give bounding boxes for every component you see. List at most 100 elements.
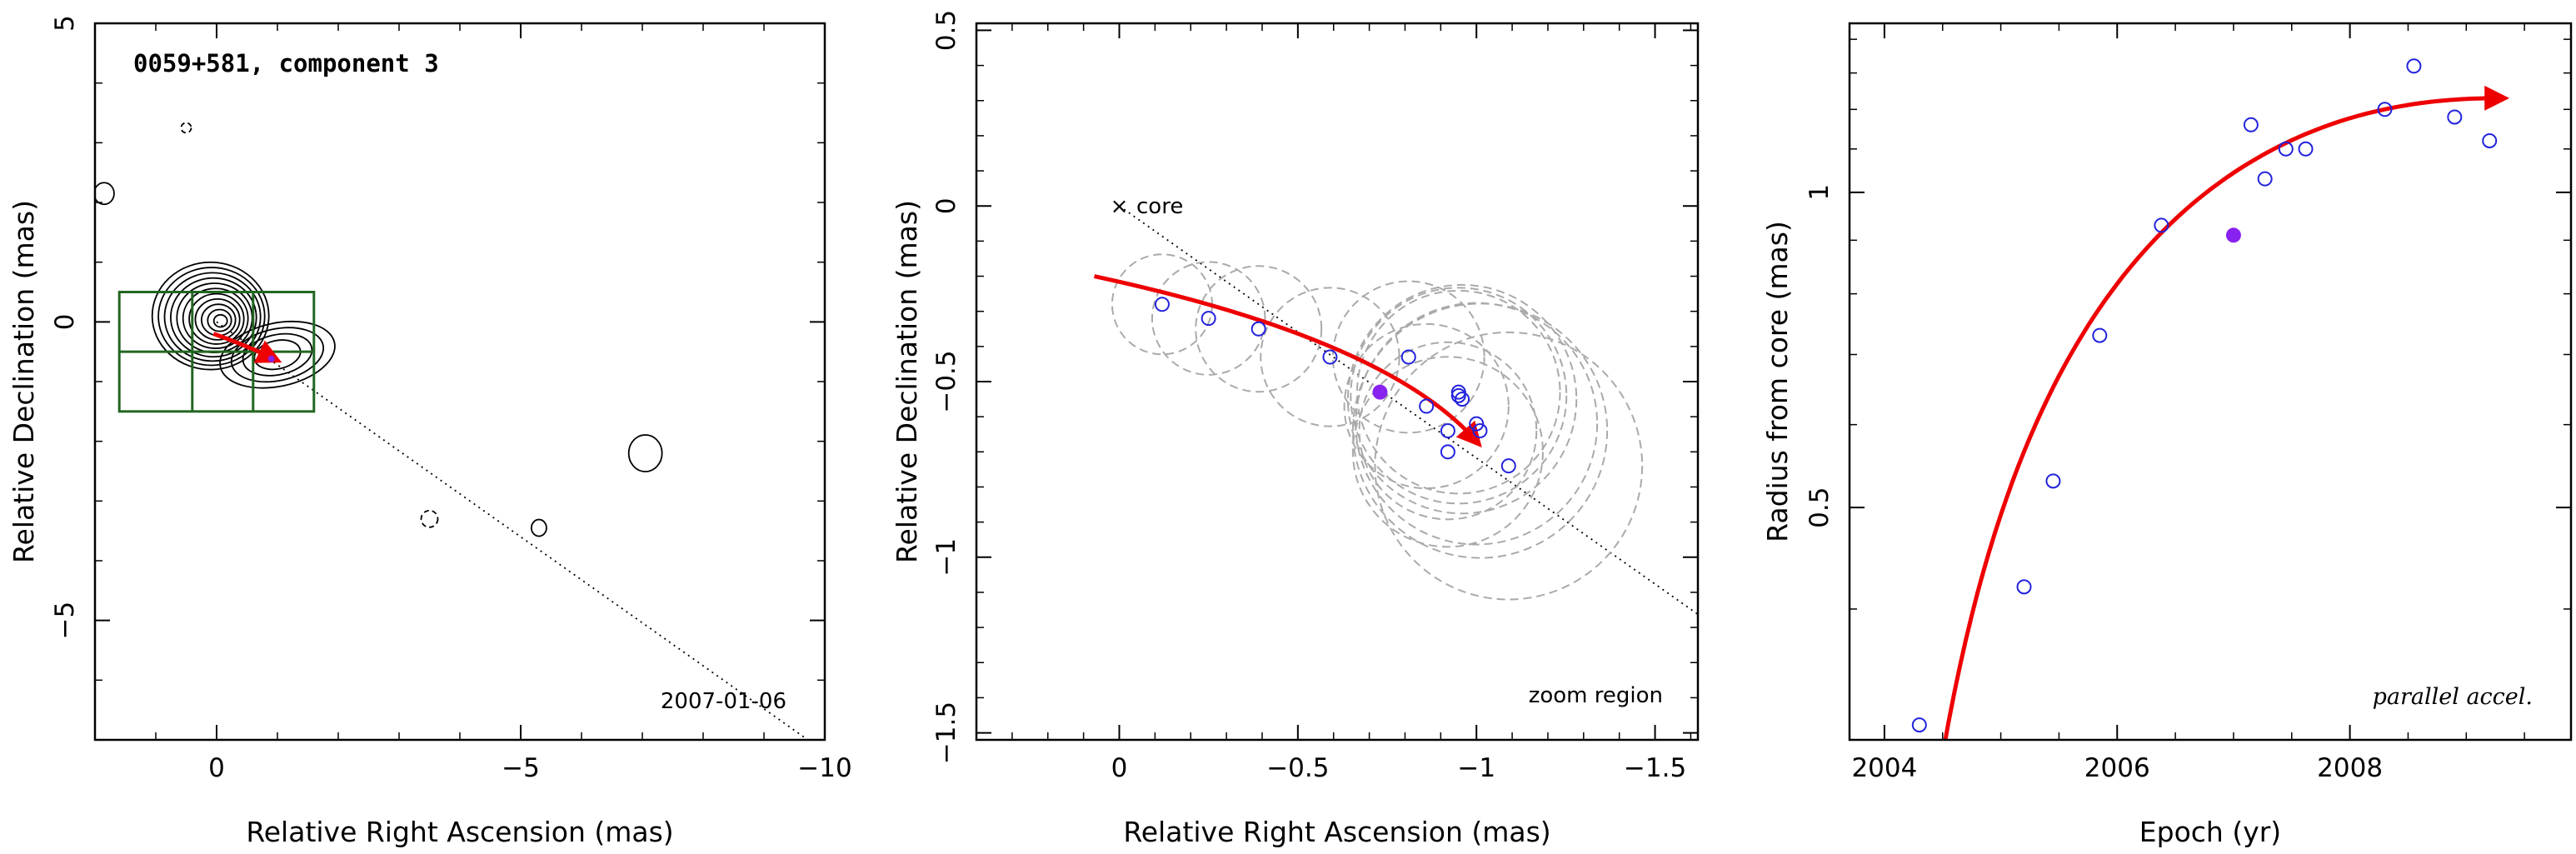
contour	[253, 339, 302, 371]
zoom-region-label: zoom region	[1529, 683, 1663, 708]
uncertainty-circle	[1356, 289, 1561, 495]
y-tick-label: −5	[50, 602, 80, 640]
data-point	[1500, 458, 1516, 474]
panel-radius-epoch: 2004 2006 2008 0.5 1 parallel accel. Epoch (…	[1761, 22, 2573, 848]
data-point	[1201, 311, 1216, 327]
data-point	[1911, 717, 1927, 733]
x-tick-label: −5	[502, 753, 540, 783]
x-tick-label: 2004	[1851, 753, 1917, 783]
contour	[207, 308, 232, 332]
x-tick-label: −10	[797, 753, 851, 783]
y-tick-label: 0	[50, 313, 80, 330]
date-label: 2007-01-06	[661, 689, 786, 714]
plot-frame	[93, 22, 826, 742]
uncertainty-circle	[1374, 331, 1644, 601]
data-point	[1400, 349, 1416, 365]
data-point	[1472, 423, 1488, 439]
y-tick-label: 1	[1805, 184, 1835, 201]
data-point	[2016, 579, 2032, 595]
panel-zoom-region: × 0 −0.5 −1 −1.5 0.5 0 −0.5 −1 −1.5 core zoom re…	[891, 10, 1700, 848]
contour	[194, 297, 241, 341]
data-point	[2447, 109, 2463, 125]
data-point	[1450, 384, 1466, 400]
y-axis-title: Relative Declination (mas)	[7, 200, 40, 563]
data-point	[2092, 327, 2108, 343]
data-point	[1440, 444, 1455, 460]
data-point	[2243, 117, 2259, 132]
contour	[230, 327, 325, 383]
x-tick-label: −1.5	[1624, 753, 1686, 783]
contour	[157, 267, 266, 367]
x-axis-title: Relative Right Ascension (mas)	[1123, 816, 1550, 848]
chart-title: 0059+581, component 3	[133, 49, 439, 77]
contour-blob	[531, 518, 547, 537]
y-axis-title: Relative Declination (mas)	[891, 200, 923, 563]
uncertainty-circle	[1346, 283, 1578, 515]
highlight-point	[2225, 227, 2241, 243]
plot-frame	[1848, 22, 2573, 742]
y-tick-label: 0	[931, 197, 961, 214]
x-axis-title: Relative Right Ascension (mas)	[246, 816, 673, 848]
y-tick-label: 0.5	[1805, 487, 1835, 528]
data-point	[2482, 132, 2498, 148]
contour	[182, 287, 249, 349]
y-tick-label: 0.5	[931, 10, 961, 51]
y-tick-label: −1.5	[931, 702, 961, 764]
uncertainty-circle	[1195, 265, 1323, 393]
core-marker: ×	[1111, 194, 1129, 219]
data-point	[1419, 398, 1435, 414]
contour	[163, 272, 262, 362]
core-label: core	[1136, 194, 1183, 219]
contour	[188, 292, 245, 345]
contour	[212, 313, 228, 328]
data-point	[1455, 392, 1470, 407]
highlight-point	[267, 355, 275, 362]
x-tick-label: 2006	[2084, 753, 2150, 783]
contour-layer	[95, 122, 663, 537]
y-axis-title: Radius from core (mas)	[1761, 221, 1794, 542]
data-point	[1322, 349, 1338, 365]
x-tick-label: 2008	[2317, 753, 2383, 783]
contour	[151, 261, 270, 371]
data-point	[2377, 102, 2393, 117]
uncertainty-circle	[1355, 302, 1599, 546]
data-point	[2257, 171, 2273, 187]
y-tick-label: 5	[50, 15, 80, 32]
contour-blob	[180, 122, 192, 134]
data-point	[1440, 423, 1455, 439]
data-point	[2154, 217, 2169, 233]
parallel-accel-label: parallel accel.	[2373, 684, 2533, 710]
data-point	[1469, 416, 1485, 432]
data-point	[2278, 141, 2294, 157]
uncertainty-circle	[1351, 356, 1544, 548]
uncertainty-circle	[1151, 261, 1266, 376]
fit-curve	[1943, 85, 2510, 740]
plot-frame	[975, 22, 1700, 742]
uncertainty-circle	[1331, 280, 1485, 434]
data-point	[1154, 297, 1170, 312]
uncertainty-circle	[1350, 287, 1568, 505]
data-point	[2045, 473, 2061, 489]
uncertainty-circle	[1358, 341, 1538, 521]
uncertainty-circle	[1343, 322, 1510, 490]
contour-blob	[95, 182, 115, 206]
data-point	[2406, 58, 2422, 74]
contour	[169, 277, 257, 358]
y-tick-label: −1	[931, 538, 961, 577]
x-tick-label: −1	[1457, 753, 1495, 783]
y-tick-label: −0.5	[931, 350, 961, 412]
contour	[242, 332, 313, 377]
x-tick-label: −0.5	[1266, 753, 1329, 783]
highlight-point	[1372, 384, 1388, 400]
data-point	[1251, 321, 1266, 337]
panel-contour-map: 0 −5 −10 5 0 −5 0059+581, component 3 2007-01…	[7, 15, 852, 848]
data-point	[1450, 387, 1466, 403]
x-tick-label: 0	[208, 753, 225, 783]
x-tick-label: 0	[1111, 753, 1128, 783]
uncertainty-circle	[1351, 302, 1609, 559]
x-axis-title: Epoch (yr)	[2139, 816, 2281, 848]
trajectory-arrow	[1093, 274, 1482, 448]
data-point	[2298, 141, 2314, 157]
contour	[219, 320, 336, 389]
